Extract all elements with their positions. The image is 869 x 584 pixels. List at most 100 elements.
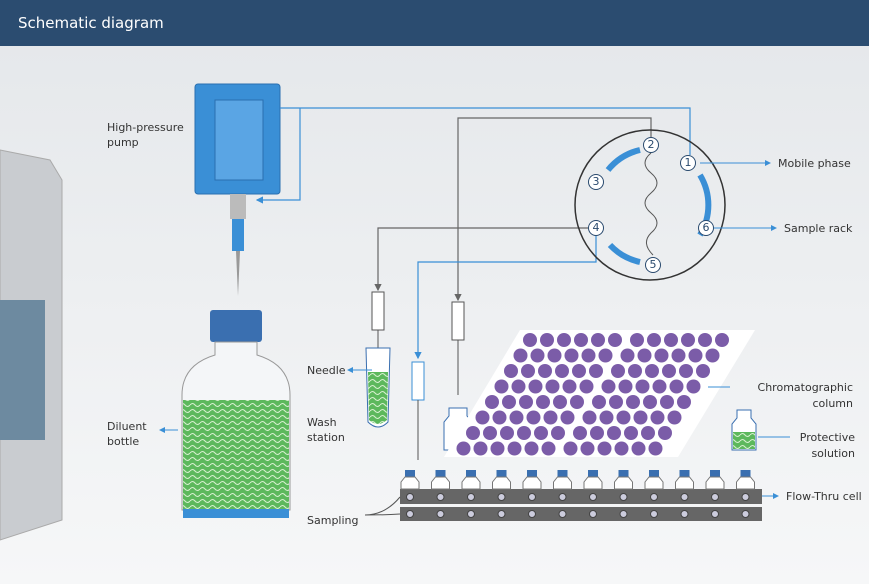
well (525, 442, 539, 456)
well (531, 349, 545, 363)
tray-hole (498, 494, 505, 501)
well (504, 364, 518, 378)
tray-hole (437, 494, 444, 501)
tray-hole (407, 494, 414, 501)
well (600, 411, 614, 425)
vial (615, 477, 633, 489)
tray-hole (712, 511, 719, 518)
needle-body (412, 362, 424, 400)
well (591, 333, 605, 347)
well (598, 442, 612, 456)
well (621, 349, 635, 363)
vial (676, 477, 694, 489)
well (457, 442, 471, 456)
needle-body (372, 292, 384, 330)
vial (737, 477, 755, 489)
tray-hole (651, 494, 658, 501)
well (517, 426, 531, 440)
well (519, 395, 533, 409)
pump-panel (215, 100, 263, 180)
well (689, 349, 703, 363)
vial-cap (558, 470, 568, 477)
well (698, 333, 712, 347)
well (581, 442, 595, 456)
well (485, 395, 499, 409)
well (476, 411, 490, 425)
well (619, 380, 633, 394)
label: Mobile phase (778, 157, 851, 170)
tray-hole (742, 494, 749, 501)
port-label: 4 (593, 221, 600, 234)
well (607, 426, 621, 440)
well (574, 333, 588, 347)
vial (584, 477, 602, 489)
well (715, 333, 729, 347)
well (624, 426, 638, 440)
well (687, 380, 701, 394)
tray-hole (498, 511, 505, 518)
well (527, 411, 541, 425)
well (557, 333, 571, 347)
vial-cap (680, 470, 690, 477)
vial (462, 477, 480, 489)
port-label: 5 (650, 258, 657, 271)
label: Flow-Thru cell (786, 490, 862, 503)
vial-cap (436, 470, 446, 477)
needle-body (452, 302, 464, 340)
well (542, 442, 556, 456)
well (512, 380, 526, 394)
well (599, 349, 613, 363)
vial-cap (497, 470, 507, 477)
port-label: 6 (703, 221, 710, 234)
well (617, 411, 631, 425)
well (638, 349, 652, 363)
well (561, 411, 575, 425)
well (466, 426, 480, 440)
vial-cap (619, 470, 629, 477)
well (583, 411, 597, 425)
well (580, 380, 594, 394)
diagram: Schematic diagram 1 2 3 4 5 6 (0, 0, 869, 584)
well (572, 364, 586, 378)
header-title: Schematic diagram (18, 14, 164, 32)
label: Needle (307, 364, 346, 377)
tray-hole (468, 494, 475, 501)
well (573, 426, 587, 440)
vial (493, 477, 511, 489)
well (615, 442, 629, 456)
well (493, 411, 507, 425)
label: station (307, 431, 345, 444)
well (544, 411, 558, 425)
tray-bar (400, 489, 762, 504)
bottle-liquid (183, 400, 289, 509)
well (668, 411, 682, 425)
well (590, 426, 604, 440)
well (491, 442, 505, 456)
vial (645, 477, 663, 489)
vial (706, 477, 724, 489)
tray-hole (712, 494, 719, 501)
vial (432, 477, 450, 489)
well (508, 442, 522, 456)
well (645, 364, 659, 378)
tray-hole (529, 494, 536, 501)
well (510, 411, 524, 425)
well (602, 380, 616, 394)
well (632, 442, 646, 456)
vial (523, 477, 541, 489)
pump-tube (232, 219, 244, 251)
tray-hole (681, 494, 688, 501)
tray-hole (742, 511, 749, 518)
well (609, 395, 623, 409)
well (611, 364, 625, 378)
well (495, 380, 509, 394)
well (500, 426, 514, 440)
wash-liquid (368, 372, 388, 424)
instrument-window (0, 300, 45, 440)
label: pump (107, 136, 139, 149)
well (555, 364, 569, 378)
well (474, 442, 488, 456)
bottle-cap (210, 310, 262, 342)
label: Diluent (107, 420, 147, 433)
well (551, 426, 565, 440)
